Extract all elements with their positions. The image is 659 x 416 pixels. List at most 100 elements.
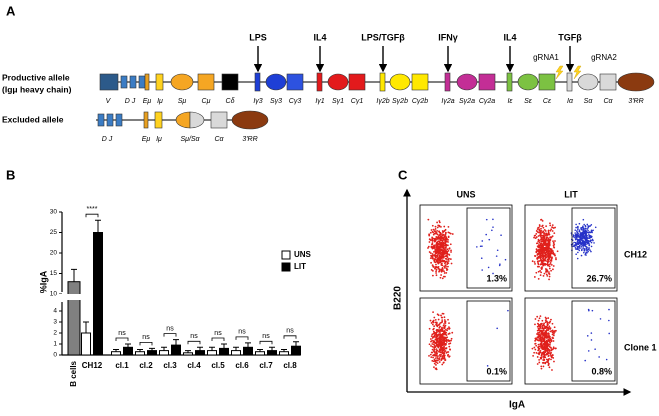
event-dot: [441, 245, 443, 248]
gene-segment: [566, 72, 573, 92]
axis-break: [57, 294, 87, 300]
error-bar: [137, 349, 143, 352]
gene-segment: [316, 72, 323, 92]
event-dot: [548, 321, 551, 324]
error-bar: [293, 341, 299, 347]
event-dot: [554, 240, 556, 242]
event-dot: [583, 232, 585, 235]
event-dot: [548, 252, 550, 255]
event-dot: [587, 250, 589, 253]
event-dot: [441, 319, 444, 322]
event-dot: [431, 256, 434, 259]
event-dot: [435, 252, 437, 255]
event-dot: [538, 231, 540, 234]
event-dot: [438, 257, 441, 260]
event-dot: [543, 259, 545, 262]
event-dot: [576, 234, 579, 236]
panel-label: C: [398, 167, 408, 182]
bar: [195, 350, 205, 356]
segment-label: Cγ2b: [412, 98, 428, 105]
event-dot: [540, 234, 542, 237]
event-dot: [584, 227, 587, 230]
error-bar: [257, 349, 263, 352]
event-dot: [441, 326, 443, 329]
event-dot: [577, 251, 579, 254]
segment-label: Cα: [603, 98, 613, 105]
event-dot: [548, 357, 550, 360]
event-dot: [548, 263, 551, 266]
event-dot: [451, 233, 454, 235]
segment-label: D J: [125, 98, 136, 105]
event-dot: [545, 246, 548, 249]
significance-label: ns: [142, 334, 150, 341]
event-dot: [435, 348, 438, 351]
event-dot: [551, 337, 554, 340]
event-dot: [548, 244, 551, 246]
event-dot: [579, 247, 581, 249]
event-dot: [578, 249, 581, 252]
event-dot: [576, 240, 579, 243]
event-dot: [544, 319, 547, 322]
event-dot: [431, 240, 434, 242]
event-dot: [542, 355, 545, 358]
event-dot: [436, 313, 439, 316]
panel-label: B: [6, 167, 15, 182]
cut-site: [555, 65, 564, 80]
event-dot: [572, 243, 574, 245]
event-dot: [447, 244, 449, 247]
bar: [93, 232, 103, 356]
event-dot: [537, 347, 540, 350]
event-dot: [545, 358, 548, 361]
event-dot: [548, 349, 551, 351]
stimulus-label: LPS/TGFβ: [361, 32, 405, 42]
event-dot: [443, 354, 445, 356]
event-dot: [590, 245, 593, 248]
event-dot: [540, 365, 543, 368]
event-dot: [589, 249, 591, 251]
event-dot: [577, 227, 579, 229]
event-dot: [430, 268, 433, 271]
event-dot: [439, 252, 442, 255]
stimulus-label: IL4: [313, 32, 326, 42]
event-dot: [550, 258, 553, 261]
event-dot: [440, 225, 442, 228]
event-dot: [551, 235, 554, 238]
event-dot: [447, 265, 449, 268]
event-dot: [431, 269, 434, 272]
event-dot: [446, 329, 448, 332]
event-dot: [541, 231, 544, 234]
event-dot: [556, 250, 559, 253]
event-dot: [582, 237, 584, 240]
event-dot: [428, 241, 431, 243]
event-dot: [441, 239, 443, 242]
event-dot: [437, 267, 440, 270]
event-dot: [445, 245, 447, 248]
event-dot: [449, 342, 452, 345]
event-dot: [590, 224, 593, 226]
event-dot: [485, 218, 488, 221]
event-dot: [450, 251, 452, 253]
segment-label: Cε: [543, 98, 552, 105]
event-dot: [553, 360, 555, 363]
event-dot: [582, 218, 585, 221]
event-dot: [441, 312, 444, 315]
error-bar: [281, 349, 287, 352]
event-dot: [499, 263, 501, 265]
event-dot: [585, 231, 587, 233]
event-dot: [588, 234, 591, 237]
event-dot: [441, 356, 444, 359]
event-dot: [545, 337, 548, 339]
event-dot: [434, 367, 437, 370]
event-dot: [448, 355, 451, 358]
error-bar: [161, 346, 167, 351]
event-dot: [434, 319, 437, 321]
event-dot: [430, 356, 433, 359]
event-dot: [537, 277, 540, 280]
allele-title: Productive allele: [2, 72, 70, 82]
event-dot: [437, 329, 440, 332]
event-dot: [433, 346, 435, 349]
event-dot: [534, 339, 537, 342]
event-dot: [537, 349, 540, 352]
event-dot: [547, 264, 550, 267]
